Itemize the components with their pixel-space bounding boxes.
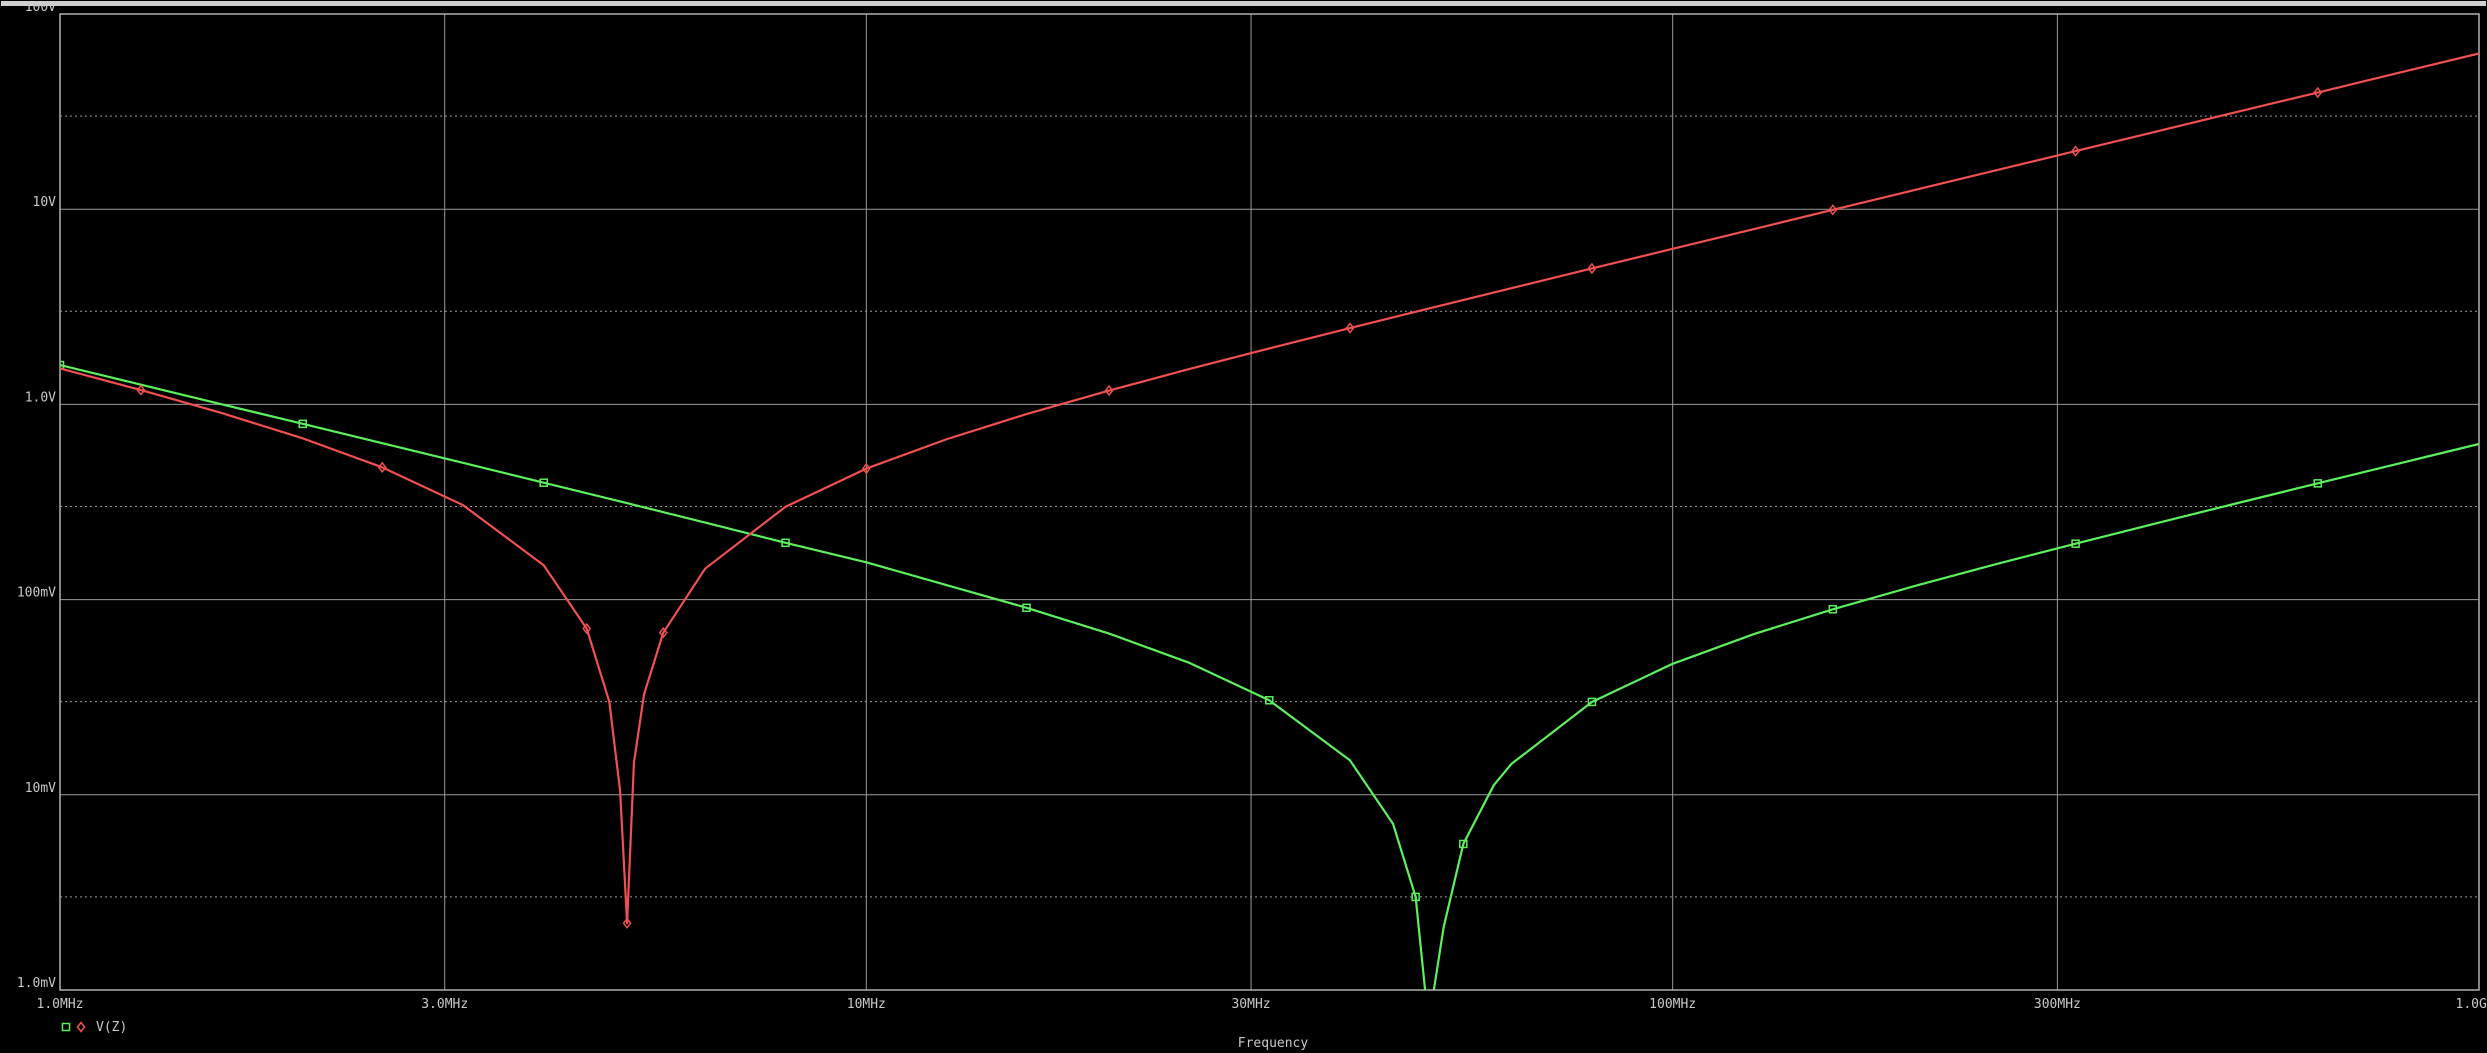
x-axis-label: Frequency	[1238, 1036, 1309, 1051]
marker	[1587, 262, 1597, 275]
marker	[1022, 603, 1031, 613]
marker	[1459, 839, 1468, 849]
y-tick-label: 1.0mV	[17, 976, 56, 991]
plot-frame	[59, 13, 2480, 991]
marker	[298, 419, 307, 429]
marker	[781, 538, 790, 548]
series-line	[60, 52, 2479, 925]
series-line	[60, 363, 2479, 990]
marker	[2071, 539, 2080, 548]
window-edge	[1, 1, 2486, 6]
marker	[60, 360, 65, 370]
marker	[2313, 86, 2323, 99]
x-tick-label: 1.0GHz	[2456, 997, 2487, 1012]
marker	[1104, 384, 1114, 397]
marker	[1345, 322, 1355, 334]
marker	[61, 1022, 71, 1032]
marker	[1828, 605, 1838, 614]
x-tick-label: 10MHz	[847, 997, 886, 1012]
x-tick-label: 1.0MHz	[37, 997, 84, 1012]
marker	[136, 384, 146, 396]
marker	[377, 461, 387, 474]
y-tick-label: 1.0V	[25, 390, 56, 405]
y-tick-label: 10mV	[25, 781, 56, 796]
marker	[76, 1021, 86, 1033]
marker	[2313, 479, 2323, 488]
x-tick-label: 100MHz	[1649, 997, 1696, 1012]
marker	[1411, 892, 1420, 902]
marker	[622, 917, 632, 929]
marker	[658, 626, 668, 639]
marker	[539, 478, 548, 487]
legend-label: V(Z)	[96, 1020, 127, 1035]
plot-area	[60, 52, 2479, 990]
marker	[1828, 204, 1838, 216]
y-tick-label: 100mV	[17, 586, 56, 601]
y-tick-label: 10V	[33, 195, 57, 210]
marker	[1264, 696, 1274, 705]
marker	[2071, 145, 2081, 157]
x-tick-label: 3.0MHz	[421, 997, 468, 1012]
y-tick-label: 100V	[25, 0, 56, 15]
x-tick-label: 300MHz	[2034, 997, 2081, 1012]
marker	[1587, 697, 1597, 707]
marker	[582, 622, 592, 635]
x-tick-label: 30MHz	[1231, 997, 1270, 1012]
marker	[861, 462, 871, 475]
